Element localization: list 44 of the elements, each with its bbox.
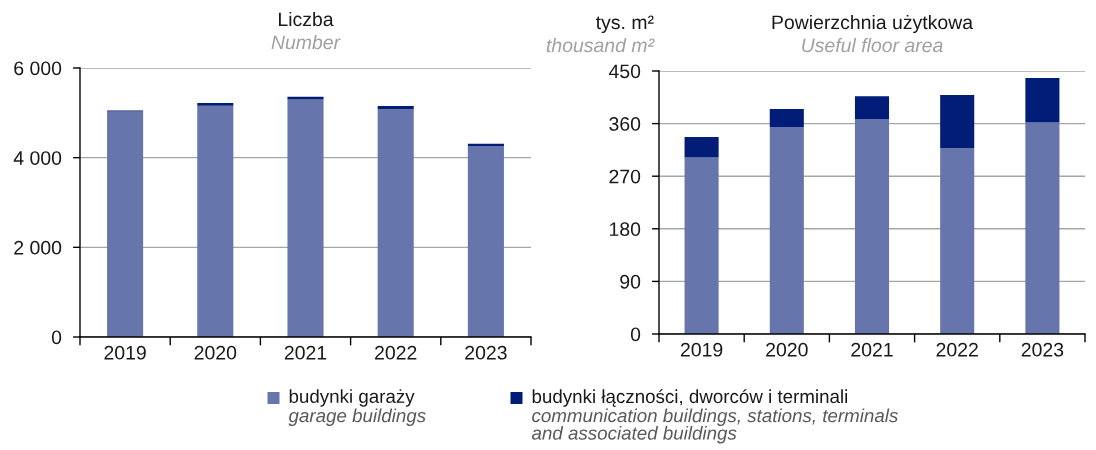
bar [854,96,890,119]
bar [377,109,414,337]
bar [287,99,324,337]
x-tick-label: 2022 [936,342,978,357]
bar [197,105,234,337]
x-tick-label: 2022 [375,345,417,360]
x-tick-label: 2020 [194,345,237,360]
y-tick-label: 360 [609,117,641,131]
x-tick-label: 2023 [465,345,507,360]
bar [377,106,414,110]
bar [1025,122,1060,334]
x-tick-label: 2021 [284,345,327,360]
bar [467,146,504,337]
y-tick-label: 0 [630,327,641,342]
x-tick-label: 2021 [851,342,893,357]
y-tick-label: 4 000 [13,151,62,165]
x-tick-label: 2019 [680,342,723,357]
y-tick-label: 450 [608,64,641,79]
bar [769,127,804,334]
y-tick-label: 180 [609,222,641,237]
x-tick-label: 2020 [766,342,808,357]
bar [684,137,719,158]
y-tick-label: 6 000 [14,61,62,76]
bar [107,111,144,337]
y-tick-label: 2 000 [14,240,62,255]
bar [684,157,719,334]
bar [769,108,804,128]
chart-subtitle: Number [271,34,341,50]
bar [940,94,975,149]
bar [1025,78,1060,123]
bar [197,102,234,106]
bar [940,148,975,334]
y-tick-label: 0 [51,330,62,345]
chart-title: Powierzchnia użytkowa [772,14,974,34]
chart-subtitle: Useful floor area [802,37,943,53]
legend-label: budynki garaży garage buildings [288,389,426,426]
bar [854,118,890,334]
x-tick-label: 2023 [1021,342,1064,357]
chart-title: Liczba [278,11,334,27]
y-tick-label: 270 [609,169,641,184]
y-tick-label: 90 [620,274,641,289]
y-axis-title: tys. m² thousand m² [546,15,655,53]
legend-label: budynki łączności, dworców i terminali communication buildings, stations, terminals and associated buildings [531,389,898,444]
x-tick-label: 2019 [104,345,146,360]
